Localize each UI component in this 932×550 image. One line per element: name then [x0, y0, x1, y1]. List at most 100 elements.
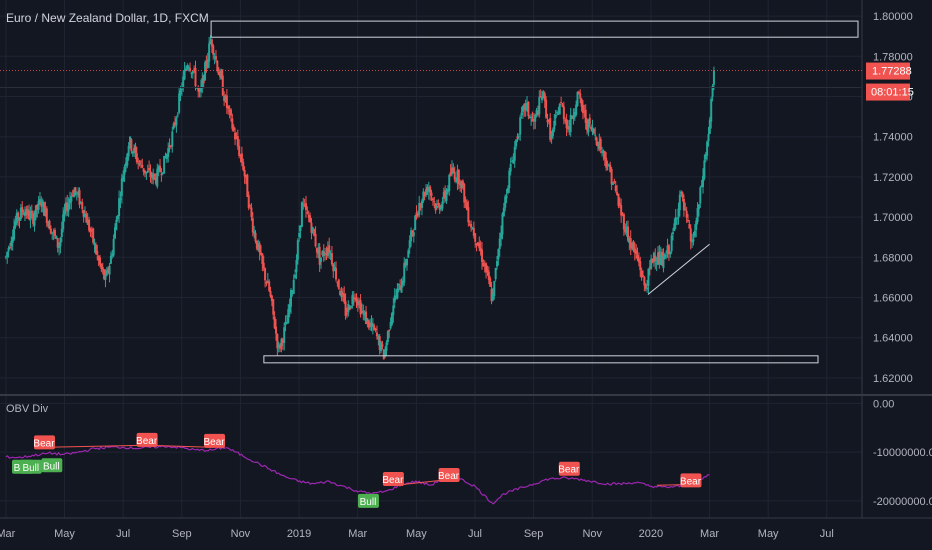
candle: [621, 212, 624, 217]
candle-body: [93, 243, 96, 245]
candle: [656, 246, 659, 266]
candle-body: [144, 170, 147, 174]
candle-body: [114, 227, 117, 239]
candle: [648, 260, 651, 276]
candle: [468, 220, 471, 227]
candle-body: [273, 316, 276, 329]
candle-body: [636, 255, 639, 260]
candle: [93, 238, 96, 253]
candle-body: [476, 242, 479, 246]
candle: [500, 225, 503, 247]
signal-badge: [204, 433, 226, 448]
candle-body: [676, 217, 679, 220]
candle-body: [650, 258, 653, 269]
candle: [547, 118, 550, 125]
candle-body: [202, 75, 205, 84]
candle-body: [296, 240, 299, 260]
candle: [78, 187, 81, 209]
candle: [539, 89, 542, 98]
signal-badge: [382, 471, 404, 486]
candle: [695, 217, 698, 238]
candle-body: [628, 238, 631, 244]
candle: [183, 61, 186, 81]
candle: [542, 90, 545, 99]
signal-text: Bear: [33, 438, 55, 449]
candle-body: [149, 171, 152, 178]
candle-body: [399, 285, 402, 290]
candle: [115, 216, 118, 231]
candle-body: [100, 264, 103, 270]
candle: [288, 298, 291, 318]
candle: [340, 286, 343, 302]
candle: [712, 66, 715, 91]
candle: [163, 155, 166, 174]
candle: [75, 191, 78, 201]
candle-body: [392, 305, 395, 316]
candle-body: [347, 304, 350, 313]
candle-body: [23, 212, 26, 216]
candle-body: [461, 180, 464, 185]
candle-body: [307, 214, 310, 218]
candle: [85, 210, 88, 223]
candle: [595, 136, 598, 147]
time-tick-label: Nov: [582, 528, 602, 540]
candle: [430, 189, 433, 201]
candle-body: [490, 288, 493, 302]
candle: [550, 130, 553, 144]
candle: [321, 250, 324, 258]
candle: [335, 261, 338, 282]
signal-text: Bull: [22, 463, 39, 474]
candle-body: [517, 135, 520, 137]
candle-body: [475, 243, 478, 246]
candle-body: [247, 195, 250, 208]
bear-signal-label: Bear: [558, 461, 580, 476]
candle: [348, 305, 351, 311]
candle-body: [396, 288, 399, 299]
candle-body: [264, 268, 267, 281]
candle: [395, 289, 398, 300]
candle: [434, 202, 437, 214]
candle: [320, 257, 323, 269]
candle-body: [389, 321, 392, 329]
candle-body: [452, 168, 455, 173]
candle-body: [145, 171, 148, 174]
candle: [672, 227, 675, 241]
candle-body: [498, 238, 501, 249]
candle-body: [521, 106, 524, 112]
candle: [392, 298, 395, 323]
candle: [347, 300, 350, 317]
candle-body: [134, 145, 137, 154]
candle: [217, 67, 220, 76]
candle: [554, 109, 557, 126]
candle-body: [412, 232, 415, 237]
candle-body: [618, 202, 621, 206]
candle-body: [697, 204, 700, 210]
candle: [545, 96, 548, 120]
candle-body: [489, 278, 492, 287]
candle-body: [270, 295, 273, 302]
candle-body: [311, 227, 314, 231]
candle: [36, 203, 39, 218]
candle: [640, 267, 643, 281]
candle-body: [654, 255, 657, 262]
candle-body: [496, 261, 499, 267]
candle-body: [221, 75, 224, 96]
candle-body: [367, 320, 370, 328]
candle: [328, 237, 331, 259]
candle-body: [607, 164, 610, 166]
candle: [315, 247, 318, 258]
candle-body: [197, 86, 200, 92]
candle: [455, 177, 458, 184]
candle-body: [13, 226, 16, 240]
candle: [450, 160, 453, 177]
candle: [88, 216, 91, 233]
candle: [482, 259, 485, 267]
candle: [56, 237, 59, 253]
candle-body: [163, 155, 166, 174]
candle-body: [363, 313, 366, 316]
candle: [530, 113, 533, 126]
candle-body: [536, 111, 539, 116]
candle-body: [4, 256, 7, 258]
candle: [536, 105, 539, 117]
